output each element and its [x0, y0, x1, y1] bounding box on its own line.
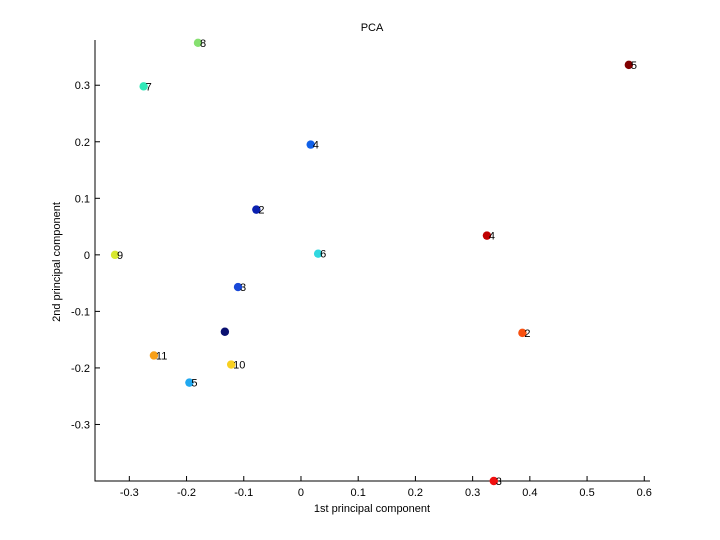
- x-tick-label: 0.3: [465, 487, 480, 499]
- point-label: 9: [117, 250, 123, 262]
- data-point: [489, 476, 498, 486]
- axes: -0.3 -0.2 -0.1 0 0.1 0.2 0.3 0.4 0.5 0.6 -0.3 -0.2 -…: [71, 40, 652, 499]
- point-label: 5: [631, 60, 637, 72]
- y-tick-label: -0.2: [71, 363, 90, 375]
- points: 8 7 4 2 9 6 3 11 10 5 5 4 2 3: [110, 38, 637, 488]
- point-label: 2: [258, 205, 264, 217]
- chart-title: PCA: [361, 22, 384, 34]
- axis-lines: [94, 40, 650, 482]
- data-point: [252, 205, 261, 214]
- x-tick-label: -0.1: [234, 487, 253, 499]
- x-tick-label: 0.5: [579, 487, 594, 499]
- data-point: [185, 378, 194, 387]
- x-tick-label: 0.6: [637, 487, 652, 499]
- x-tick-label: 0.1: [351, 487, 366, 499]
- data-point: [226, 360, 236, 369]
- point-label: 7: [146, 81, 152, 93]
- point-label: 3: [496, 476, 502, 488]
- point-label: 4: [489, 231, 495, 243]
- point-label: 2: [524, 328, 530, 340]
- point-label: 10: [233, 360, 245, 372]
- x-tick-label: 0: [298, 487, 304, 499]
- point-label: 3: [240, 282, 246, 294]
- data-point: [482, 231, 492, 240]
- data-point: [139, 82, 148, 91]
- data-point: [624, 60, 634, 70]
- y-tick-label: 0.1: [75, 193, 90, 205]
- y-tick-label: 0.3: [75, 80, 90, 92]
- data-point: [110, 250, 120, 260]
- y-tick-label: 0.2: [75, 137, 90, 149]
- x-axis-label: 1st principal component: [314, 503, 430, 515]
- y-tick-label: 0: [84, 250, 90, 262]
- data-point: [220, 327, 230, 336]
- point-label: 8: [200, 38, 206, 50]
- y-axis-label: 2nd principal component: [51, 202, 63, 322]
- point-label: 6: [320, 249, 326, 261]
- y-tick-label: -0.1: [71, 306, 90, 318]
- point-label: 4: [313, 140, 319, 152]
- data-point: [306, 140, 315, 149]
- x-tick-label: -0.2: [177, 487, 196, 499]
- point-label: 11: [156, 350, 167, 362]
- x-tick-label: 0.4: [522, 487, 537, 499]
- x-tick-label: 0.2: [408, 487, 423, 499]
- data-point: [518, 328, 527, 338]
- data-point: [313, 249, 323, 258]
- point-label: 5: [191, 378, 197, 390]
- data-point: [149, 351, 159, 360]
- data-point: [233, 282, 243, 292]
- x-tick-label: -0.3: [120, 487, 139, 499]
- y-tick-label: -0.3: [71, 419, 90, 431]
- data-point: [193, 38, 203, 48]
